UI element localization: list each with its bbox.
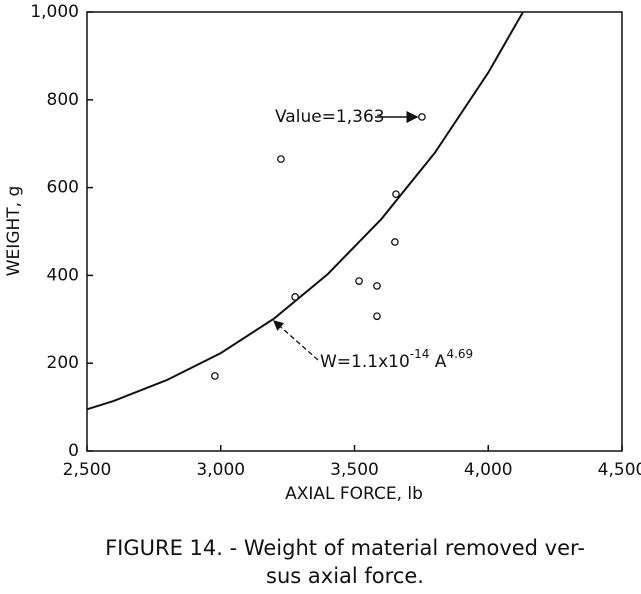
- data-point: [373, 312, 381, 321]
- data-point: [291, 293, 299, 301]
- fit-exp: -14: [410, 347, 430, 361]
- fit-text: W=1.1x10: [320, 352, 410, 372]
- fit-var: A: [429, 352, 446, 372]
- x-tick-label: 3,500: [330, 460, 379, 480]
- data-point: [277, 155, 285, 163]
- x-tick-label: 4,500: [598, 460, 641, 480]
- caption: sus axial force.: [266, 564, 424, 588]
- y-tick-label: 600: [47, 178, 79, 198]
- x-tick-label: 4,000: [464, 460, 513, 480]
- x-axis-label: AXIAL FORCE, lb: [285, 484, 423, 504]
- plot-frame: [86, 11, 623, 452]
- data-point: [355, 277, 363, 285]
- data-point: [392, 190, 400, 199]
- y-axis-label: WEIGHT, g: [4, 186, 24, 277]
- y-tick-label: 0: [68, 441, 79, 461]
- data-point: [391, 238, 399, 246]
- annotation-leader: [273, 320, 319, 361]
- data-point: [418, 113, 426, 121]
- fit-annotation: W=1.1x10-14 A4.69: [320, 347, 473, 373]
- fit-var-exp: 4.69: [446, 347, 473, 361]
- y-tick-label: 200: [47, 353, 79, 373]
- data-point: [211, 372, 219, 380]
- y-tick-label: 1,000: [30, 2, 79, 22]
- fit-curve: [86, 11, 524, 411]
- x-tick-label: 3,000: [196, 460, 245, 480]
- data-point: [373, 282, 381, 290]
- caption: FIGURE 14. - Weight of material removed …: [105, 536, 585, 560]
- x-tick-label: 2,500: [63, 460, 112, 480]
- point-annotation: Value=1,363: [275, 107, 385, 127]
- y-tick-label: 400: [47, 265, 79, 285]
- y-tick-label: 800: [47, 90, 79, 110]
